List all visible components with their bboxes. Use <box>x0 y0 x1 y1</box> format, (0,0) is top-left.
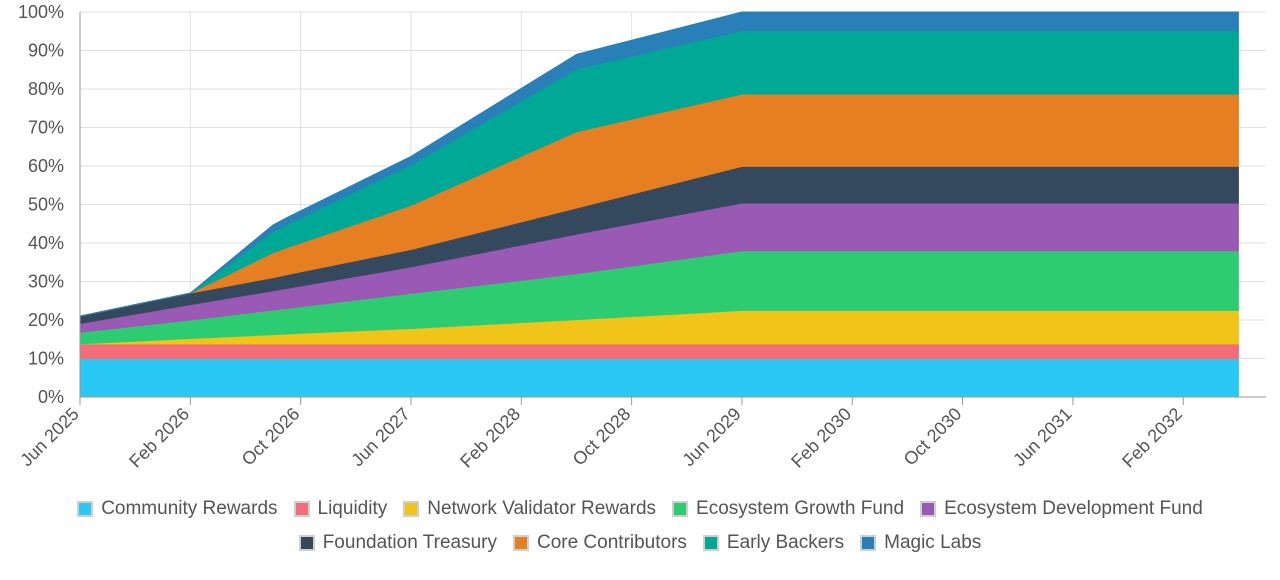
y-tick-label: 10% <box>28 349 64 369</box>
vesting-chart: 0% 10% 20% 30% 40% 50% 60% 70% 80% 90% 100% Jun 202… <box>16 2 1266 472</box>
legend-swatch <box>298 535 315 551</box>
legend-swatch <box>403 501 420 517</box>
x-tick-label: Jun 2027 <box>347 404 414 471</box>
legend-item[interactable]: Liquidity <box>293 498 388 520</box>
legend-item[interactable]: Magic Labs <box>860 532 981 554</box>
legend-label: Magic Labs <box>884 532 982 553</box>
area-series <box>79 358 1239 398</box>
legend-label: Core Contributors <box>536 532 687 553</box>
y-tick-label: 30% <box>28 272 64 292</box>
legend-swatch <box>672 501 689 517</box>
x-tick-label: Jun 2031 <box>1009 404 1076 471</box>
x-tick-label: Feb 2026 <box>125 404 193 472</box>
y-tick-label: 50% <box>28 195 64 215</box>
legend-swatch <box>293 501 310 517</box>
legend-label: Ecosystem Growth Fund <box>696 498 905 519</box>
y-tick-label: 80% <box>28 79 64 99</box>
legend-swatch <box>77 501 94 517</box>
legend-label: Early Backers <box>726 532 845 553</box>
area-series <box>79 11 1239 317</box>
y-tick-label: 60% <box>28 156 64 176</box>
legend-item[interactable]: Early Backers <box>702 532 845 554</box>
x-tick-label: Feb 2028 <box>456 404 524 472</box>
legend-item[interactable]: Community Rewards <box>77 498 278 520</box>
legend-item[interactable]: Network Validator Rewards <box>403 498 656 520</box>
legend-item[interactable]: Ecosystem Growth Fund <box>672 498 904 520</box>
legend-label: Ecosystem Development Fund <box>944 498 1203 519</box>
legend-swatch <box>920 501 937 517</box>
legend: Community Rewards Liquidity Network Valida… <box>20 498 1260 554</box>
legend-item[interactable]: Ecosystem Development Fund <box>920 498 1203 520</box>
legend-item[interactable]: Foundation Treasury <box>298 532 497 554</box>
x-tick-label: Oct 2030 <box>900 404 966 470</box>
y-tick-label: 40% <box>28 233 64 253</box>
y-tick-label: 100% <box>18 2 64 22</box>
x-tick-label: Oct 2026 <box>238 404 304 470</box>
x-tick-label: Feb 2032 <box>1118 404 1186 472</box>
area-series <box>79 343 1239 359</box>
legend-label: Foundation Treasury <box>322 532 497 553</box>
legend-label: Liquidity <box>317 498 388 519</box>
legend-item[interactable]: Core Contributors <box>512 532 687 554</box>
legend-swatch <box>702 535 719 551</box>
legend-swatch <box>860 535 877 551</box>
y-tick-label: 90% <box>28 41 64 61</box>
stacked-areas <box>79 11 1239 398</box>
y-tick-label: 70% <box>28 118 64 138</box>
x-tick-label: Feb 2030 <box>787 404 855 472</box>
legend-label: Network Validator Rewards <box>427 498 657 519</box>
y-tick-label: 20% <box>28 310 64 330</box>
x-tick-label: Jun 2029 <box>678 404 745 471</box>
x-tick-label: Oct 2028 <box>569 404 635 470</box>
legend-label: Community Rewards <box>101 498 278 519</box>
legend-swatch <box>512 535 529 551</box>
y-tick-label: 0% <box>38 387 64 407</box>
x-tick-label: Jun 2025 <box>16 404 83 471</box>
